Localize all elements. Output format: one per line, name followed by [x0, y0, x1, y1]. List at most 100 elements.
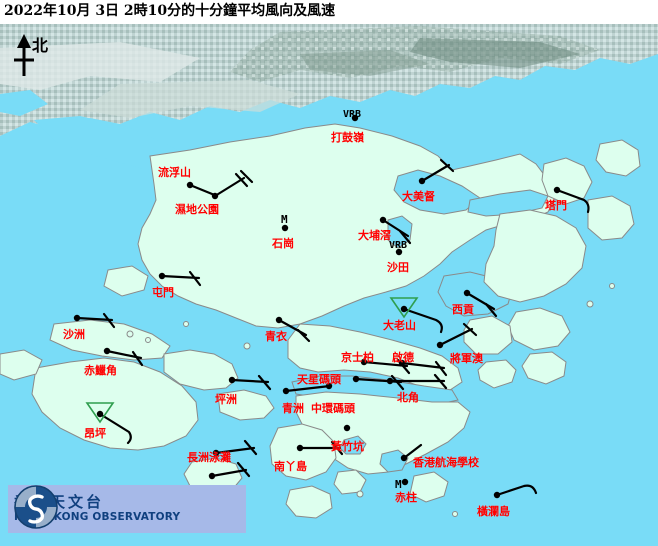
station-dot-ta-kwu-ling[interactable] [351, 114, 359, 122]
wind-barb-tai-po-kau [381, 218, 410, 238]
hko-logo: 香港天文台 HONG KONG OBSERVATORY [8, 485, 246, 533]
wind-barb-tseung-kwan-o [438, 327, 474, 347]
wind-barb-peng-chau [230, 378, 270, 384]
station-label-lamma-island: 南丫島 [274, 460, 307, 473]
wind-barb-feather-peng-chau-0 [257, 374, 272, 391]
station-label-stanley: 赤柱 [395, 491, 417, 504]
station-dot-tsing-yi[interactable] [275, 316, 283, 324]
station-dot-star-ferry[interactable] [352, 375, 360, 383]
mountain-marker-ngong-ping [85, 402, 115, 424]
map-canvas[interactable]: 北 打鼓嶺 VRB 流浮山 濕地公園 石崗 M 大美督 塔門 大埔滘 沙田 VRB 屯門 沙洲 赤鱲角 昂坪… [0, 24, 658, 546]
station-dot-lau-fau-shan[interactable] [186, 181, 194, 189]
station-marker-layer [73, 114, 561, 499]
station-dot-tseung-kwan-o[interactable] [436, 341, 444, 349]
station-dot-cheung-chau[interactable] [208, 472, 216, 480]
station-label-sai-kung: 西貢 [452, 303, 474, 316]
north-arrow: 北 [6, 30, 68, 80]
station-dot-tap-mun[interactable] [553, 186, 561, 194]
wind-barb-tuen-mun [160, 274, 201, 280]
page-title: 2022年10月 3日 2時10分的十分鐘平均風向及風速 [0, 0, 658, 24]
wind-barb-feather-wetland-park-0 [234, 172, 249, 188]
station-label-sha-tin: 沙田 [387, 261, 409, 274]
station-dot-ngong-ping[interactable] [96, 410, 104, 418]
station-label-waglan-island: 橫瀾島 [477, 505, 510, 518]
wind-barb-waglan-island [495, 484, 538, 497]
station-dot-kings-park[interactable] [360, 358, 368, 366]
station-dot-chek-lap-kok[interactable] [103, 347, 111, 355]
wind-barb-wetland-park [213, 176, 246, 198]
wind-barb-feather-tsing-yi-0 [296, 328, 311, 343]
missing-flag-stanley: M [395, 478, 402, 491]
wind-barb-tai-mei-tuk [420, 163, 451, 183]
station-dot-shek-kong[interactable] [281, 224, 289, 232]
station-label-ngong-ping: 昂坪 [84, 427, 106, 440]
station-dot-tate-s-cairn[interactable] [400, 305, 408, 313]
station-dot-cheung-chau-beach[interactable] [212, 449, 220, 457]
station-dot-waglan-island[interactable] [493, 491, 501, 499]
wind-barb-feather-wetland-park-1 [239, 169, 254, 184]
hko-emblem-icon [14, 485, 58, 529]
vrb-flag-ta-kwu-ling: VRB [343, 109, 362, 120]
north-arrow-icon [14, 34, 34, 76]
station-dot-north-point[interactable] [386, 377, 394, 385]
wind-barb-feather-tai-mei-tuk-0 [439, 158, 455, 173]
wind-barb-feather-star-ferry-0 [390, 374, 405, 391]
station-label-tseung-kwan-o: 將軍澳 [450, 352, 483, 365]
wind-barb-sha-chau [75, 316, 114, 322]
station-label-star-ferry: 天星碼頭 [297, 373, 341, 386]
station-dot-wong-chuk-hang[interactable] [343, 424, 351, 432]
wind-barb-sai-kung [465, 291, 496, 311]
station-label-cheung-chau-beach: 長洲泳灘 [187, 451, 231, 464]
station-dot-green-island[interactable] [282, 387, 290, 395]
wind-barb-cheung-chau [210, 468, 248, 478]
wind-barb-feather-cheung-chau-0 [236, 461, 251, 478]
station-dot-tai-po-kau[interactable] [379, 216, 387, 224]
wind-barb-feather-tai-po-kau-0 [398, 229, 412, 245]
wind-barb-kai-tak [400, 361, 446, 370]
station-dot-central-pier[interactable] [325, 382, 333, 390]
wind-barb-feather-kai-tak-0 [434, 360, 448, 377]
station-label-tap-mun: 塔門 [545, 199, 567, 212]
station-dot-tuen-mun[interactable] [158, 272, 166, 280]
station-label-sha-chau: 沙洲 [63, 328, 85, 341]
station-dot-sha-tin[interactable] [395, 248, 403, 256]
station-dot-wetland-park[interactable] [211, 192, 219, 200]
station-dot-peng-chau[interactable] [228, 376, 236, 384]
station-dot-sha-chau[interactable] [73, 314, 81, 322]
north-arrow-label: 北 [32, 36, 49, 55]
mountain-marker-tate-s-cairn [389, 297, 419, 319]
station-label-wong-chuk-hang: 黃竹坑 [331, 440, 364, 453]
station-dot-sai-kung[interactable] [463, 289, 471, 297]
station-dot-lamma-island[interactable] [296, 444, 304, 452]
wind-barb-feather-tuen-mun-0 [188, 270, 202, 287]
station-label-chek-lap-kok: 赤鱲角 [84, 364, 117, 377]
station-dot-tai-mei-tuk[interactable] [418, 177, 426, 185]
sai-kung-islands [463, 139, 641, 389]
station-label-tate-s-cairn: 大老山 [383, 319, 416, 332]
station-label-shek-kong: 石崗 [272, 237, 294, 250]
station-label-ta-kwu-ling: 打鼓嶺 [331, 131, 364, 144]
wind-barb-feather-sha-chau-0 [102, 312, 116, 329]
mainland-china-area [0, 24, 658, 176]
wind-barb-hk-sea-school [402, 443, 423, 460]
vrb-flag-sha-tin: VRB [389, 240, 408, 251]
station-label-hk-sea-school: 香港航海學校 [413, 456, 479, 469]
station-label-central-pier: 中環碼頭 [311, 402, 355, 415]
wind-barb-tap-mun [555, 188, 590, 214]
map-geography [0, 24, 658, 546]
station-dot-stanley[interactable] [401, 478, 409, 486]
station-label-tsing-yi: 青衣 [265, 330, 287, 343]
station-label-tai-po-kau: 大埔滘 [358, 229, 391, 242]
wind-barb-feather-cheung-chau-beach-0 [243, 439, 258, 456]
station-label-wetland-park: 濕地公園 [175, 203, 219, 216]
station-label-kai-tak: 啟德 [392, 351, 414, 364]
station-dot-kai-tak[interactable] [398, 359, 406, 367]
missing-flag-shek-kong: M [281, 213, 288, 226]
station-label-green-island: 青洲 [282, 402, 304, 415]
station-label-tuen-mun: 屯門 [152, 286, 174, 299]
station-label-tai-mei-tuk: 大美督 [402, 190, 435, 203]
wind-barb-green-island [284, 384, 332, 393]
wind-barb-feather-north-point-0 [433, 373, 448, 390]
station-dot-hk-sea-school[interactable] [400, 454, 408, 462]
